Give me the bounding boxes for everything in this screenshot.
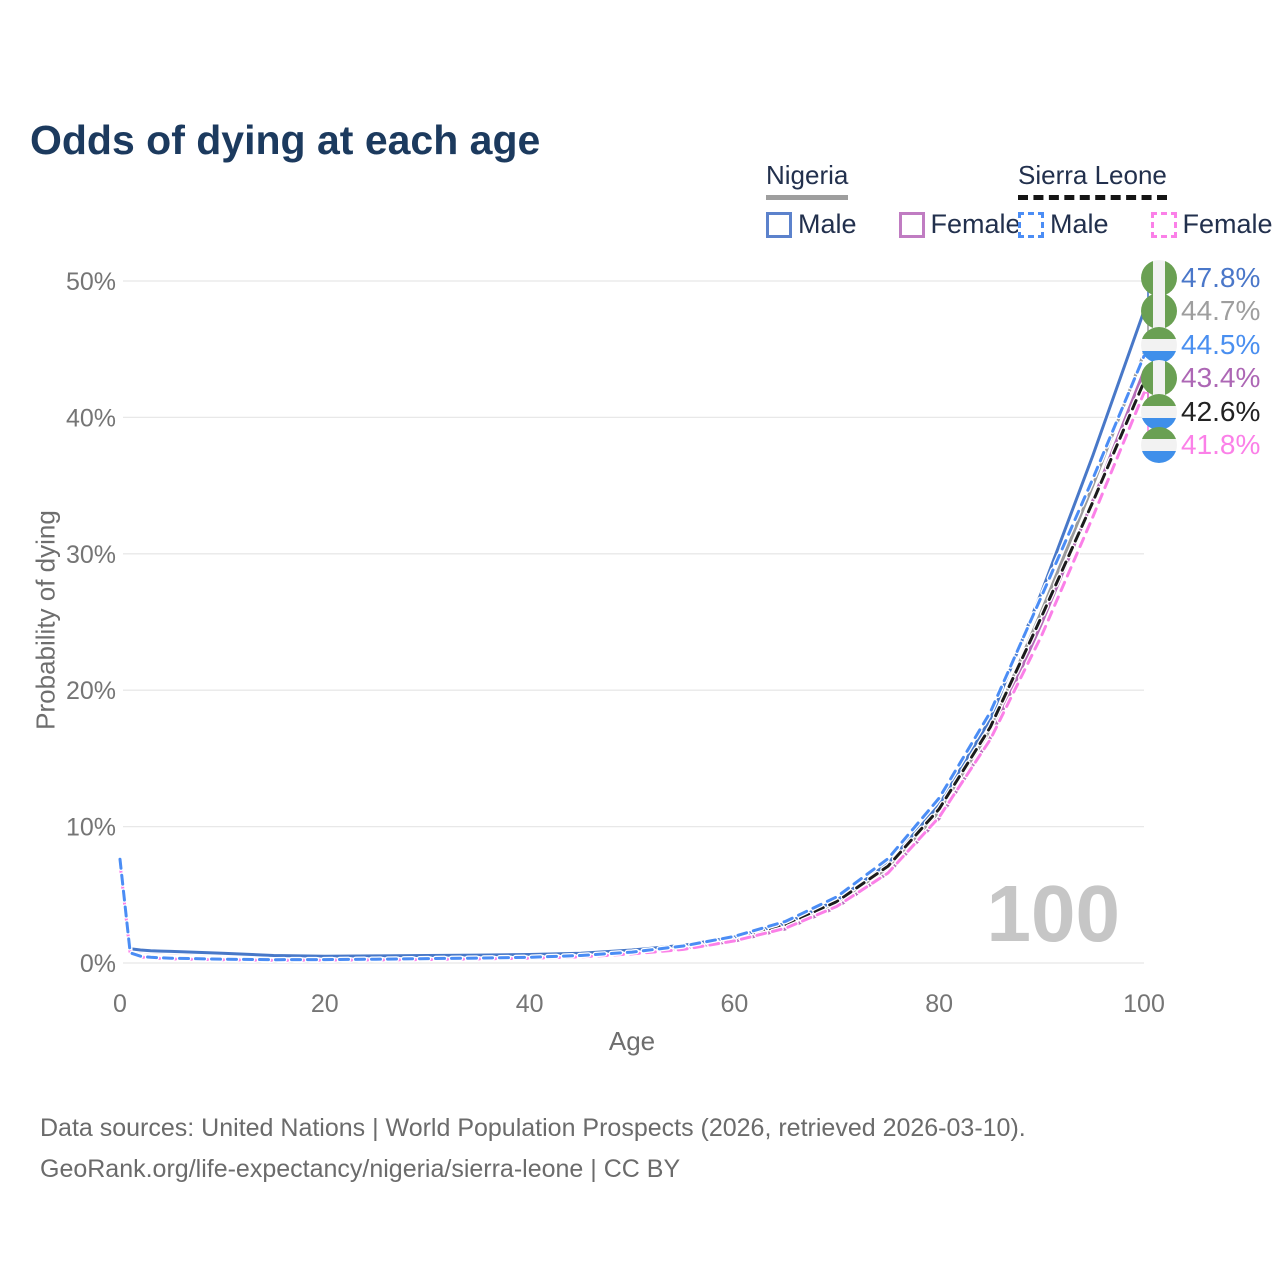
end-label-value: 44.5% — [1181, 329, 1261, 360]
footer: Data sources: United Nations | World Pop… — [40, 1108, 1026, 1190]
legend-item-nigeria-male[interactable]: Male — [766, 209, 857, 240]
chart-title: Odds of dying at each age — [30, 117, 541, 164]
series-line-nigeria-male — [118, 309, 1146, 958]
series-line-casing — [117, 350, 1147, 960]
legend-item-sierra-leone-male[interactable]: Male — [1018, 209, 1109, 240]
end-label-value: 44.7% — [1181, 295, 1261, 326]
nigeria-flag-icon — [1141, 293, 1177, 329]
series-line-sierra-leone-female — [118, 391, 1146, 962]
end-label-value: 47.8% — [1181, 262, 1261, 293]
legend-group-sierra-leone: Sierra Leone Male Female — [1018, 160, 1273, 240]
end-label-nigeria-all: 44.7% — [1141, 293, 1260, 329]
x-tick-label: 60 — [720, 990, 748, 1018]
data-source-line: Data sources: United Nations | World Pop… — [40, 1114, 1026, 1142]
series-line-casing — [117, 308, 1147, 959]
legend-header-sierra-leone: Sierra Leone — [1018, 160, 1167, 200]
legend-item-sierra-leone-female[interactable]: Female — [1150, 209, 1273, 240]
series-line-sierra-leone-both-sexes — [118, 380, 1146, 962]
end-label-value: 43.4% — [1181, 362, 1261, 393]
y-tick-label: 0% — [80, 950, 116, 978]
y-tick-label: 40% — [66, 404, 116, 432]
series-line-casing — [117, 368, 1147, 960]
series-line-casing — [117, 379, 1147, 963]
series-line-sierra-leone-male — [118, 354, 1146, 962]
series-line-casing — [117, 353, 1147, 963]
x-tick-label: 0 — [113, 990, 127, 1018]
end-label-sierra-leone-all: 42.6% — [1141, 394, 1260, 430]
end-label-value: 41.8% — [1181, 429, 1261, 460]
end-label-sierra-leone-female: 41.8% — [1141, 427, 1260, 463]
legend-item-nigeria-female[interactable]: Female — [898, 209, 1021, 240]
x-tick-label: 80 — [925, 990, 953, 1018]
x-tick-label: 40 — [516, 990, 544, 1018]
end-label-nigeria-female: 43.4% — [1141, 360, 1260, 396]
sierra-leone-flag-icon — [1141, 327, 1177, 363]
sierra-leone-flag-icon — [1141, 394, 1177, 430]
nigeria-female-swatch-icon — [898, 211, 925, 238]
legend-header-nigeria: Nigeria — [766, 160, 849, 200]
series-line-nigeria-female — [118, 369, 1146, 959]
nigeria-flag-icon — [1141, 360, 1177, 396]
legend-item-label: Female — [930, 209, 1021, 239]
y-tick-label: 30% — [66, 541, 116, 569]
series-line-nigeria-both-sexes — [118, 351, 1146, 959]
age-watermark: 100 — [986, 869, 1120, 958]
end-label-value: 42.6% — [1181, 396, 1261, 427]
sierra-leone-female-swatch-icon — [1150, 211, 1177, 238]
y-tick-label: 10% — [66, 814, 116, 842]
nigeria-male-swatch-icon — [766, 211, 792, 238]
sierra-leone-flag-icon — [1141, 427, 1177, 463]
nigeria-flag-icon — [1141, 260, 1177, 296]
end-label-nigeria-male: 47.8% — [1141, 260, 1260, 296]
x-tick-label: 100 — [1123, 990, 1165, 1018]
end-label-sierra-leone-male: 44.5% — [1141, 327, 1260, 363]
legend-item-label: Male — [1050, 209, 1109, 239]
legend-item-label: Female — [1182, 209, 1273, 239]
sierra-leone-male-swatch-icon — [1018, 211, 1044, 238]
x-axis-title: Age — [608, 1026, 656, 1056]
line-chart: 0% 10% 20% 30% 40% 50% 0 20 40 60 80 100 — [66, 268, 1165, 1018]
legend-group-nigeria: Nigeria Male Female — [766, 160, 1021, 240]
series-line-casing — [117, 390, 1147, 964]
legend-item-label: Male — [798, 209, 857, 239]
y-tick-label: 20% — [66, 677, 116, 705]
y-tick-label: 50% — [66, 268, 116, 296]
attribution-line: GeoRank.org/life-expectancy/nigeria/sier… — [40, 1155, 681, 1183]
x-tick-label: 20 — [311, 990, 339, 1018]
